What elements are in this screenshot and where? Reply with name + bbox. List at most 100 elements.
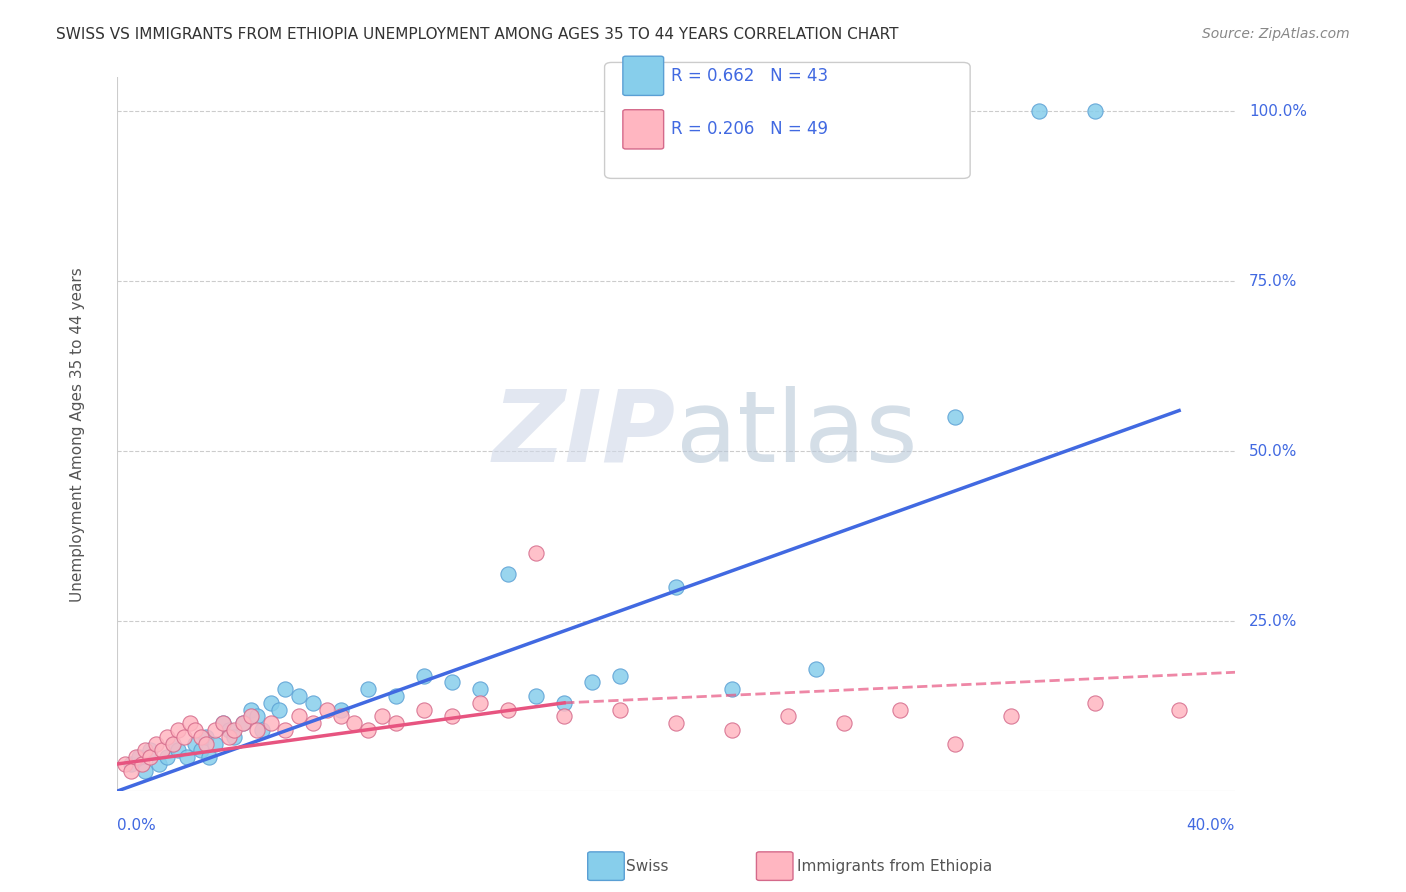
Point [1168,703,1191,717]
Point [371,709,394,723]
Point [609,703,631,717]
Point [184,737,207,751]
Point [184,723,207,737]
Point [212,716,235,731]
Text: 75.0%: 75.0% [1249,274,1298,289]
Point [385,716,408,731]
Point [139,750,162,764]
Point [1084,104,1107,119]
Point [357,723,380,737]
Point [218,723,240,737]
Point [131,757,153,772]
Point [524,689,547,703]
Point [195,730,218,744]
Point [470,696,492,710]
Point [301,696,323,710]
Point [125,750,148,764]
Point [232,716,254,731]
Point [246,709,269,723]
Point [218,730,240,744]
Point [252,723,274,737]
Point [385,689,408,703]
Point [167,743,190,757]
Point [120,764,142,778]
Point [145,737,167,751]
Point [721,682,744,697]
Point [287,709,309,723]
Text: 25.0%: 25.0% [1249,614,1298,629]
Point [804,662,827,676]
Point [150,743,173,757]
Point [1028,104,1050,119]
Text: 50.0%: 50.0% [1249,444,1298,458]
Point [190,730,212,744]
Point [441,709,464,723]
Point [665,580,688,594]
Text: SWISS VS IMMIGRANTS FROM ETHIOPIA UNEMPLOYMENT AMONG AGES 35 TO 44 YEARS CORRELA: SWISS VS IMMIGRANTS FROM ETHIOPIA UNEMPL… [56,27,898,42]
Point [195,737,218,751]
Point [240,709,263,723]
Text: Unemployment Among Ages 35 to 44 years: Unemployment Among Ages 35 to 44 years [70,267,86,602]
Point [134,743,156,757]
Point [267,703,290,717]
Point [128,750,150,764]
Point [413,703,436,717]
Point [162,737,184,751]
Point [156,750,179,764]
Point [609,668,631,682]
Point [665,716,688,731]
Text: R = 0.662   N = 43: R = 0.662 N = 43 [671,67,828,85]
Text: R = 0.206   N = 49: R = 0.206 N = 49 [671,120,828,138]
Text: Swiss: Swiss [626,859,668,873]
Text: 100.0%: 100.0% [1249,104,1308,119]
Point [179,716,201,731]
Point [212,716,235,731]
Point [776,709,799,723]
Point [315,703,337,717]
Point [176,750,198,764]
Point [553,709,575,723]
Point [156,730,179,744]
Text: Immigrants from Ethiopia: Immigrants from Ethiopia [797,859,993,873]
Point [524,546,547,560]
Point [413,668,436,682]
Text: atlas: atlas [676,386,918,483]
Point [167,723,190,737]
Point [198,750,221,764]
Point [120,757,142,772]
Text: 40.0%: 40.0% [1187,819,1234,833]
Point [148,757,170,772]
Point [581,675,603,690]
Point [945,410,967,425]
Point [204,723,226,737]
Point [889,703,911,717]
Point [246,723,269,737]
Point [134,764,156,778]
Point [139,743,162,757]
Point [301,716,323,731]
Point [173,730,195,744]
Text: ZIP: ZIP [494,386,676,483]
Text: Source: ZipAtlas.com: Source: ZipAtlas.com [1202,27,1350,41]
Point [232,716,254,731]
Point [224,730,246,744]
Point [357,682,380,697]
Point [496,566,519,581]
Point [329,703,352,717]
Point [273,723,295,737]
Point [224,723,246,737]
Point [287,689,309,703]
Point [259,716,281,731]
Point [114,757,136,772]
Point [273,682,295,697]
Point [329,709,352,723]
Text: 0.0%: 0.0% [117,819,156,833]
Point [832,716,855,731]
Point [945,737,967,751]
Point [496,703,519,717]
Point [553,696,575,710]
Point [259,696,281,710]
Point [441,675,464,690]
Point [343,716,366,731]
Point [240,703,263,717]
